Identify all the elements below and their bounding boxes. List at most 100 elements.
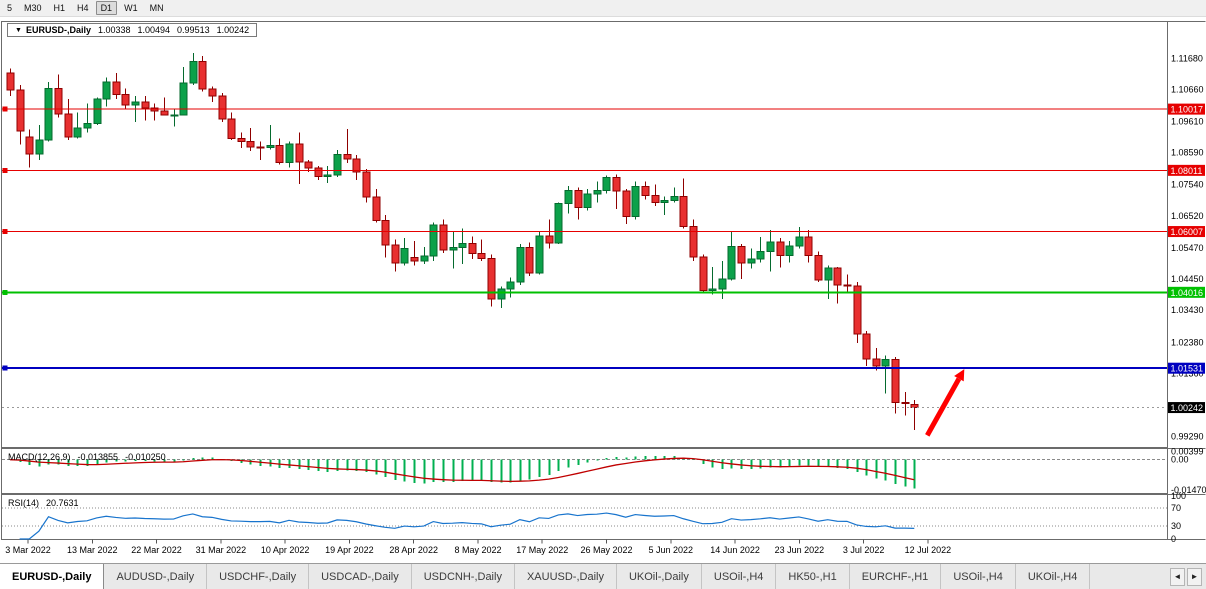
- date-axis-label: 3 Mar 2022: [5, 545, 51, 555]
- tab-scroll-left-icon[interactable]: ◄: [1170, 567, 1185, 586]
- rsi-axis-label: 70: [1171, 503, 1181, 513]
- rsi-pane: 100 70 30 0: [2, 491, 1186, 544]
- macd-axis-label: 0.00: [1171, 455, 1189, 465]
- price-axis-label: 1.11680: [1171, 53, 1203, 63]
- price-tag-label: 1.08011: [1171, 166, 1203, 176]
- chart-window: 1.11680 1.10660 1.09610 1.08590 1.07540 1.065…: [0, 17, 1206, 563]
- rsi-axis-label: 0: [1171, 534, 1176, 544]
- macd-signal-line: [9, 457, 915, 483]
- tab-scroll-right-icon[interactable]: ►: [1187, 567, 1202, 586]
- price-tag-label: 1.01531: [1171, 364, 1204, 374]
- timeframe-button-d1[interactable]: D1: [95, 1, 118, 15]
- rsi-indicator-label: RSI(14) 20.7631: [8, 498, 79, 508]
- rsi-value: 20.7631: [46, 498, 79, 508]
- ohlc-open: 1.00338: [97, 25, 131, 35]
- date-axis-label: 17 May 2022: [516, 545, 568, 555]
- macd-indicator-label: MACD(12,26,9) -0.013855 -0.010250: [8, 452, 166, 462]
- date-axis-label: 12 Jul 2022: [905, 545, 952, 555]
- chart-title-triangle-icon[interactable]: ▼: [15, 26, 22, 34]
- price-axis: 1.11680 1.10660 1.09610 1.08590 1.07540 1.065…: [1168, 53, 1205, 442]
- date-axis-label: 5 Jun 2022: [649, 545, 694, 555]
- ohlc-high: 1.00494: [137, 25, 171, 35]
- chart-tab-10-usoil-h4[interactable]: USOil-,H4: [941, 564, 1016, 589]
- macd-axis-label: 0.00399: [1171, 446, 1204, 456]
- date-axis-label: 13 Mar 2022: [67, 545, 118, 555]
- chart-tab-2-usdchf-daily[interactable]: USDCHF-,Daily: [207, 564, 310, 589]
- trend-arrow-annotation[interactable]: [925, 369, 965, 437]
- hline-anchor-marker[interactable]: [2, 289, 8, 295]
- macd-signal-value: -0.010250: [125, 452, 166, 462]
- date-axis-label: 23 Jun 2022: [775, 545, 825, 555]
- price-axis-label: 1.10660: [1171, 84, 1204, 94]
- date-axis-label: 31 Mar 2022: [196, 545, 247, 555]
- chart-tab-9-eurchf-h1[interactable]: EURCHF-,H1: [849, 564, 942, 589]
- price-axis-label: 1.06520: [1171, 211, 1204, 221]
- hline-anchor-marker[interactable]: [2, 365, 8, 371]
- date-axis-label: 10 Apr 2022: [261, 545, 310, 555]
- price-tag-label: 1.06007: [1171, 227, 1204, 237]
- price-tag: [1168, 286, 1205, 298]
- rsi-axis-label: 100: [1171, 491, 1186, 501]
- date-axis-label: 3 Jul 2022: [843, 545, 885, 555]
- price-tag-label: 1.10017: [1171, 105, 1204, 115]
- rsi-line: [19, 512, 915, 540]
- chart-tab-7-usoil-h4[interactable]: USOil-,H4: [701, 564, 777, 589]
- price-axis-label: 0.99290: [1171, 432, 1204, 442]
- rsi-name: RSI(14): [8, 498, 40, 508]
- price-tag: [1168, 103, 1205, 115]
- chart-title-strip: ▼ EURUSD-,Daily 1.00338 1.00494 0.99513 …: [7, 23, 258, 37]
- price-axis-label: 1.05470: [1171, 243, 1204, 253]
- chart-tab-0-eurusd-daily[interactable]: EURUSD-,Daily: [0, 564, 105, 589]
- chart-tab-6-ukoil-daily[interactable]: UKOil-,Daily: [616, 564, 702, 589]
- chart-tab-8-hk50-h1[interactable]: HK50-,H1: [776, 564, 850, 589]
- price-axis-label: 1.07540: [1171, 180, 1204, 190]
- chart-tab-5-xauusd-daily[interactable]: XAUUSD-,Daily: [514, 564, 617, 589]
- timeframe-button-mn[interactable]: MN: [149, 3, 164, 13]
- chart-tab-4-usdcnh-daily[interactable]: USDCNH-,Daily: [411, 564, 515, 589]
- ohlc-close: 1.00242: [216, 25, 250, 35]
- date-axis: 3 Mar 2022 13 Mar 2022 22 Mar 2022 31 Mar 2…: [5, 539, 952, 555]
- price-axis-label: 1.04450: [1171, 274, 1204, 284]
- pane-borders: [1, 21, 1206, 540]
- timeframe-button-h1[interactable]: H1: [53, 3, 66, 13]
- timeframe-toolbar: 5 M30 H1 H4 D1 W1 MN: [0, 0, 1206, 17]
- price-axis-label: 1.02380: [1171, 337, 1204, 347]
- chart-tab-11-ukoil-h4[interactable]: UKOil-,H4: [1015, 564, 1091, 589]
- chart-tab-bar: EURUSD-,Daily AUDUSD-,Daily USDCHF-,Daily U…: [0, 563, 1206, 589]
- timeframe-button-5[interactable]: 5: [7, 3, 13, 13]
- macd-axis-label: -0.01470: [1171, 485, 1206, 495]
- price-tag: [1168, 402, 1205, 414]
- date-axis-label: 14 Jun 2022: [710, 545, 760, 555]
- horizontal-lines: [2, 106, 1167, 371]
- date-axis-label: 8 May 2022: [454, 545, 501, 555]
- ohlc-low: 0.99513: [177, 25, 210, 35]
- price-tag: [1168, 164, 1205, 176]
- hline-anchor-marker[interactable]: [2, 229, 8, 235]
- price-axis-label: 1.08590: [1171, 148, 1204, 158]
- candlestick-series: [6, 53, 919, 430]
- macd-name: MACD(12,26,9): [8, 452, 71, 462]
- timeframe-button-w1[interactable]: W1: [124, 3, 138, 13]
- chart-tab-3-usdcad-daily[interactable]: USDCAD-,Daily: [309, 564, 412, 589]
- price-tag-label: 1.00242: [1171, 403, 1204, 413]
- chart-symbol-label: EURUSD-,Daily: [25, 25, 91, 35]
- hline-anchor-marker[interactable]: [2, 106, 8, 112]
- chart-tab-1-audusd-daily[interactable]: AUDUSD-,Daily: [104, 564, 208, 589]
- timeframe-button-h4[interactable]: H4: [77, 3, 89, 13]
- price-tag: [1168, 362, 1205, 374]
- timeframe-button-m30[interactable]: M30: [24, 3, 42, 13]
- hline-anchor-marker[interactable]: [2, 167, 8, 173]
- date-axis-label: 26 May 2022: [580, 545, 632, 555]
- chart-tabs: EURUSD-,Daily AUDUSD-,Daily USDCHF-,Daily U…: [0, 564, 1091, 589]
- date-axis-label: 22 Mar 2022: [131, 545, 182, 555]
- price-tag-label: 1.04016: [1171, 288, 1204, 298]
- price-axis-label: 1.09610: [1171, 117, 1204, 127]
- macd-main-value: -0.013855: [77, 452, 119, 462]
- date-axis-label: 19 Apr 2022: [325, 545, 374, 555]
- price-axis-label: 1.03430: [1171, 305, 1204, 315]
- rsi-axis-label: 30: [1171, 521, 1181, 531]
- price-chart[interactable]: 1.11680 1.10660 1.09610 1.08590 1.07540 1.065…: [0, 17, 1206, 563]
- price-tag: [1168, 226, 1205, 238]
